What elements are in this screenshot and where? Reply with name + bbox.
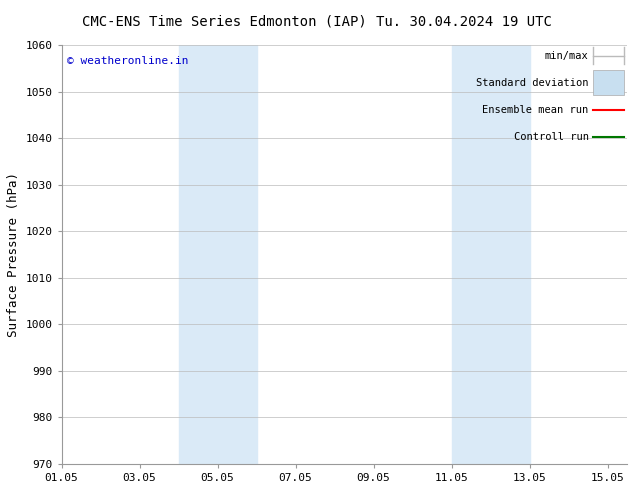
- Text: Ensemble mean run: Ensemble mean run: [482, 105, 588, 115]
- Bar: [593, 71, 624, 96]
- Bar: [179, 45, 257, 464]
- Text: CMC-ENS Time Series Edmonton (IAP): CMC-ENS Time Series Edmonton (IAP): [82, 15, 367, 29]
- Y-axis label: Surface Pressure (hPa): Surface Pressure (hPa): [7, 172, 20, 337]
- Text: min/max: min/max: [545, 50, 588, 61]
- Text: Controll run: Controll run: [514, 132, 588, 143]
- Bar: [451, 45, 529, 464]
- Text: Tu. 30.04.2024 19 UTC: Tu. 30.04.2024 19 UTC: [376, 15, 552, 29]
- Text: Standard deviation: Standard deviation: [476, 78, 588, 88]
- Text: © weatheronline.in: © weatheronline.in: [67, 56, 189, 66]
